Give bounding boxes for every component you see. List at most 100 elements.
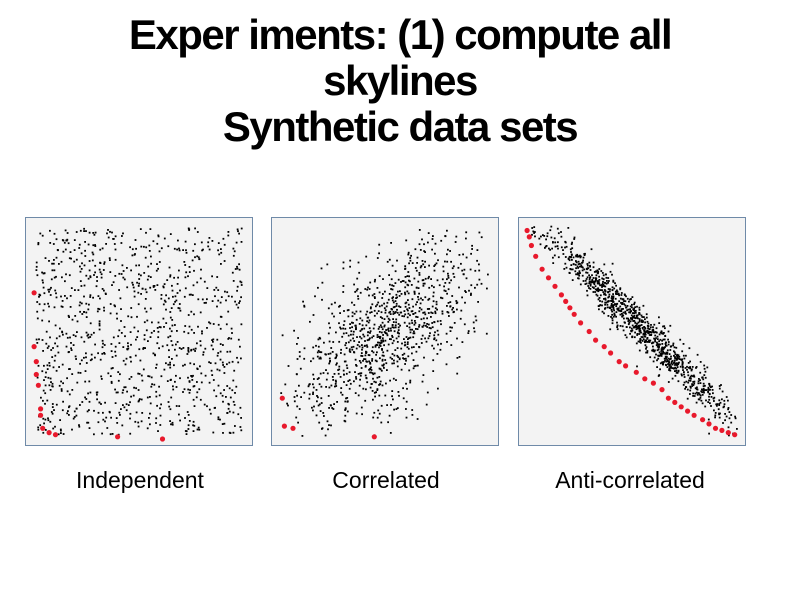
data-point (387, 421, 389, 424)
data-point (114, 354, 117, 357)
data-point (642, 333, 645, 336)
data-point (682, 354, 685, 357)
data-point (378, 344, 381, 346)
data-point (586, 271, 589, 274)
data-point (62, 433, 65, 435)
data-point (105, 416, 108, 419)
data-point (217, 242, 220, 244)
data-point (422, 324, 425, 327)
skyline-point (558, 292, 564, 298)
data-point (201, 249, 203, 252)
data-point (174, 295, 177, 298)
data-point (656, 349, 659, 352)
data-point (75, 414, 78, 417)
data-point (388, 274, 390, 276)
data-point (568, 255, 571, 258)
data-point (192, 420, 195, 423)
skyline-point (623, 363, 629, 369)
data-point (675, 362, 678, 365)
data-point (381, 349, 383, 351)
data-point (656, 366, 658, 368)
data-point (106, 232, 108, 235)
data-point (637, 321, 640, 324)
data-point (701, 402, 704, 405)
data-point (54, 354, 57, 357)
data-point (48, 362, 51, 364)
data-point (613, 314, 616, 317)
data-point (431, 312, 434, 314)
data-point (237, 338, 240, 341)
data-point (149, 336, 152, 338)
data-point (219, 343, 222, 345)
data-point (230, 337, 233, 340)
data-point (447, 288, 450, 291)
data-point (347, 315, 350, 318)
data-point (371, 294, 374, 297)
data-point (194, 243, 196, 246)
data-point (42, 389, 45, 392)
data-point (360, 337, 363, 340)
data-point (100, 378, 103, 380)
data-point (159, 424, 162, 426)
data-point (588, 261, 591, 264)
data-point (134, 354, 137, 357)
data-point (662, 325, 664, 328)
data-point (629, 320, 632, 323)
data-points-correlated (280, 229, 489, 437)
data-point (707, 418, 710, 421)
data-point (48, 384, 51, 387)
data-point (465, 291, 467, 293)
data-point (43, 379, 45, 381)
data-point (107, 236, 110, 239)
data-point (99, 271, 102, 274)
data-point (730, 421, 733, 424)
data-point (114, 248, 117, 251)
data-point (602, 284, 605, 286)
data-point (407, 253, 410, 256)
data-point (544, 247, 546, 249)
data-point (376, 312, 378, 315)
data-point (330, 424, 332, 427)
data-point (88, 427, 91, 429)
data-point (597, 298, 600, 301)
data-point (703, 364, 706, 367)
data-point (708, 382, 710, 385)
data-point (76, 331, 78, 333)
data-point (614, 282, 616, 285)
data-point (40, 396, 42, 399)
data-point (166, 279, 169, 281)
data-point (340, 352, 342, 354)
data-point (593, 287, 595, 289)
data-point (382, 340, 385, 343)
data-point (391, 264, 394, 267)
data-point (90, 333, 93, 336)
data-point (353, 351, 355, 353)
data-point (84, 249, 86, 252)
data-point (217, 418, 220, 421)
data-point (187, 347, 190, 349)
data-point (145, 291, 148, 294)
data-point (89, 391, 92, 394)
data-point (671, 360, 674, 362)
data-point (594, 291, 597, 293)
data-point (359, 335, 361, 338)
data-point (333, 315, 335, 318)
data-point (587, 285, 590, 287)
data-point (377, 409, 380, 412)
data-point (317, 338, 320, 341)
data-point (366, 339, 369, 342)
data-point (96, 310, 99, 313)
data-point (163, 283, 166, 285)
data-point (207, 245, 210, 248)
data-point (192, 424, 194, 427)
data-point (710, 405, 712, 407)
data-point (158, 394, 161, 397)
data-point (630, 327, 633, 330)
data-point (317, 396, 319, 399)
data-point (453, 310, 455, 313)
data-point (122, 276, 125, 279)
data-point (611, 319, 614, 322)
data-point (187, 227, 190, 230)
skyline-point (552, 283, 558, 289)
data-point (565, 245, 568, 248)
